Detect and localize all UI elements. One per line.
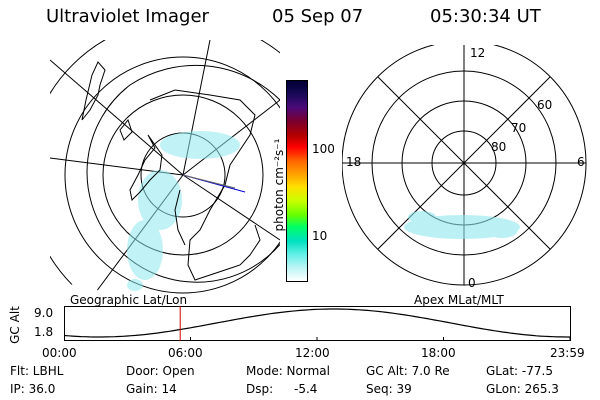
geo-lat-circle bbox=[50, 40, 280, 300]
mlat-label-80: 80 bbox=[491, 140, 507, 154]
flt-value: Flt: LBHL bbox=[10, 364, 64, 378]
geo-lat-circle bbox=[102, 94, 264, 256]
geo-aurora bbox=[127, 131, 240, 291]
orbit-strip-plot bbox=[64, 306, 571, 341]
coastlines bbox=[81, 61, 261, 281]
geo-lat-circle bbox=[50, 40, 280, 300]
orbit-altitude-curve bbox=[64, 308, 570, 338]
orbit-y-axis-label: GC Alt bbox=[7, 306, 22, 344]
orbit-x-tick-1200: 12:00 bbox=[295, 346, 330, 360]
geo-map-label: Geographic Lat/Lon bbox=[70, 293, 188, 307]
seq-value: Seq: 39 bbox=[366, 382, 412, 396]
orbit-x-tick-2359: 23:59 bbox=[550, 346, 585, 360]
mlat-label-70: 70 bbox=[511, 121, 527, 135]
colorbar-tick-100: 100 bbox=[312, 142, 335, 156]
polar-plot-label: Apex MLat/MLT bbox=[414, 293, 504, 307]
orbit-y-tick-min: 1.8 bbox=[34, 325, 54, 339]
orbit-y-tick-max: 9.0 bbox=[34, 306, 54, 320]
geographic-map bbox=[50, 40, 280, 300]
mode-value: Mode: Normal bbox=[246, 364, 330, 378]
colorbar-tick-10: 10 bbox=[312, 229, 328, 243]
instrument-title: Ultraviolet Imager bbox=[46, 6, 209, 27]
mlt-label-6: 6 bbox=[577, 155, 585, 169]
ip-value: IP: 36.0 bbox=[10, 382, 56, 396]
polar-diagonal bbox=[377, 76, 551, 250]
mlt-label-18: 18 bbox=[346, 155, 362, 169]
polar-plot bbox=[342, 45, 587, 286]
colorbar-unit-label: photon cm⁻²s⁻¹ bbox=[272, 138, 286, 232]
mlat-label-60: 60 bbox=[537, 98, 553, 112]
door-value: Door: Open bbox=[126, 364, 195, 378]
glat-value: GLat: -77.5 bbox=[486, 364, 553, 378]
polar-aurora bbox=[404, 211, 520, 239]
colorbar bbox=[286, 80, 308, 282]
earth-horizon bbox=[86, 64, 280, 283]
glon-value: GLon: 265.3 bbox=[486, 382, 559, 396]
geo-lat-circle bbox=[64, 56, 280, 294]
mlt-label-12: 12 bbox=[470, 46, 486, 60]
geo-meridian bbox=[50, 59, 184, 176]
orbit-x-tick-1800: 18:00 bbox=[421, 346, 456, 360]
time-label: 05:30:34 UT bbox=[430, 6, 541, 27]
gain-value: Gain: 14 bbox=[126, 382, 177, 396]
orbit-x-tick-0600: 06:00 bbox=[168, 346, 203, 360]
dsp-value: -5.4 bbox=[294, 382, 318, 396]
mlt-label-0: 0 bbox=[468, 276, 476, 290]
gc-alt-value: GC Alt: 7.0 Re bbox=[366, 364, 450, 378]
orbit-x-tick-0000: 00:00 bbox=[42, 346, 77, 360]
geo-meridian bbox=[182, 174, 280, 241]
dsp-label: Dsp: bbox=[246, 382, 274, 396]
date-label: 05 Sep 07 bbox=[272, 6, 364, 27]
sun-direction-line bbox=[182, 174, 236, 189]
